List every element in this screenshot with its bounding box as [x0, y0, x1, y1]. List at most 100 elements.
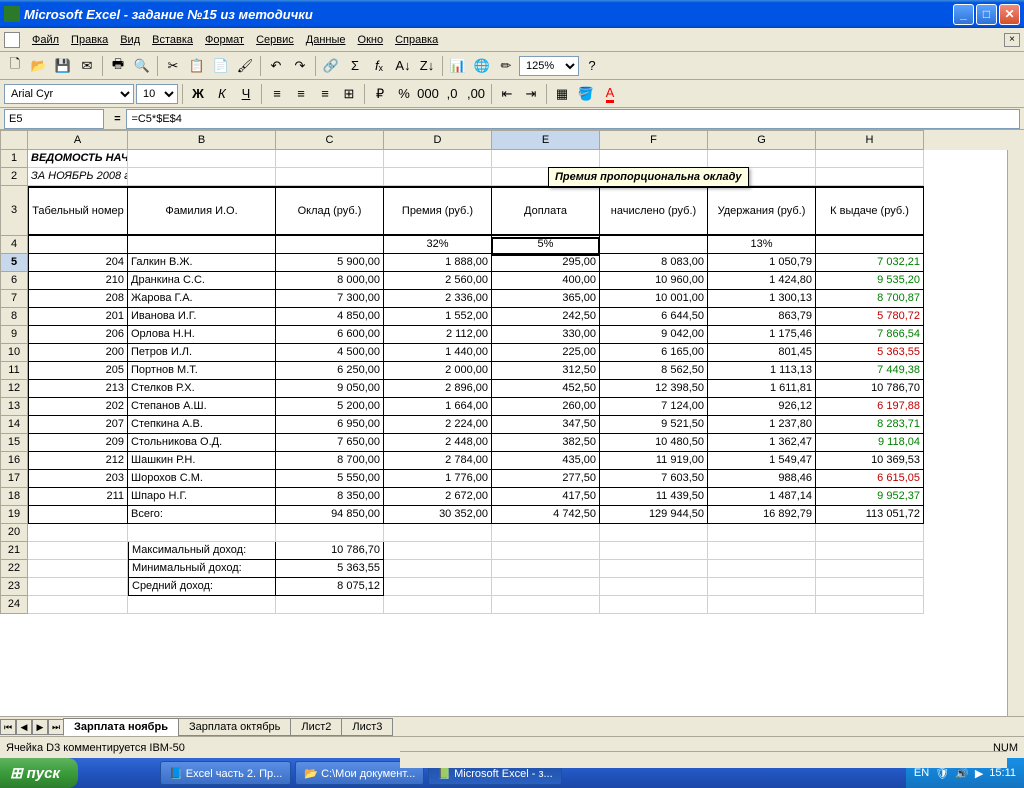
cell[interactable] — [28, 524, 128, 542]
cell[interactable] — [816, 596, 924, 614]
cell[interactable] — [384, 168, 492, 186]
cell[interactable]: 365,00 — [492, 290, 600, 308]
row-header-7[interactable]: 7 — [0, 290, 28, 308]
sum-icon[interactable]: Σ — [344, 55, 366, 77]
cell[interactable]: 203 — [28, 470, 128, 488]
header-cell[interactable]: Фамилия И.О. — [128, 186, 276, 236]
row-header-19[interactable]: 19 — [0, 506, 28, 524]
align-left-icon[interactable]: ≡ — [266, 83, 288, 105]
menu-Данные[interactable]: Данные — [300, 32, 352, 48]
cell[interactable] — [384, 578, 492, 596]
header-cell[interactable]: Премия (руб.) — [384, 186, 492, 236]
cell[interactable]: Жарова Г.А. — [128, 290, 276, 308]
cell[interactable]: 9 535,20 — [816, 272, 924, 290]
dec-indent-icon[interactable]: ⇤ — [496, 83, 518, 105]
cell[interactable]: 6 615,05 — [816, 470, 924, 488]
col-header-H[interactable]: H — [816, 130, 924, 150]
cell[interactable]: 6 644,50 — [600, 308, 708, 326]
cut-icon[interactable]: ✂ — [162, 55, 184, 77]
fx-icon[interactable]: fₓ — [368, 55, 390, 77]
cell[interactable]: 400,00 — [492, 272, 600, 290]
cell[interactable]: 10 480,50 — [600, 434, 708, 452]
cell[interactable] — [708, 542, 816, 560]
cell[interactable]: 1 300,13 — [708, 290, 816, 308]
cell[interactable]: 801,45 — [708, 344, 816, 362]
menu-Справка[interactable]: Справка — [389, 32, 444, 48]
cell[interactable]: 10 786,70 — [816, 380, 924, 398]
cell[interactable] — [276, 596, 384, 614]
comma-icon[interactable]: 000 — [417, 83, 439, 105]
font-combo[interactable]: Arial Cyr — [4, 84, 134, 104]
cell[interactable]: 863,79 — [708, 308, 816, 326]
cell[interactable] — [492, 560, 600, 578]
cell[interactable]: 1 237,80 — [708, 416, 816, 434]
cell[interactable]: 1 549,47 — [708, 452, 816, 470]
cell[interactable]: Всего: — [128, 506, 276, 524]
col-header-B[interactable]: B — [128, 130, 276, 150]
cell[interactable] — [816, 168, 924, 186]
row-header-22[interactable]: 22 — [0, 560, 28, 578]
cell[interactable]: 8 700,87 — [816, 290, 924, 308]
cell[interactable]: 209 — [28, 434, 128, 452]
underline-icon[interactable]: Ч — [235, 83, 257, 105]
cell[interactable] — [384, 542, 492, 560]
tray-icon[interactable]: 🔊 — [955, 767, 969, 780]
tab-next-button[interactable]: ▶ — [32, 719, 48, 735]
cell[interactable]: 8 350,00 — [276, 488, 384, 506]
cell[interactable] — [384, 150, 492, 168]
vertical-scrollbar[interactable] — [1007, 150, 1024, 716]
cell[interactable]: 7 124,00 — [600, 398, 708, 416]
cell[interactable]: 11 919,00 — [600, 452, 708, 470]
cell[interactable]: 5 900,00 — [276, 254, 384, 272]
menu-Окно[interactable]: Окно — [352, 32, 390, 48]
new-icon[interactable]: 🗋 — [4, 55, 26, 77]
cell[interactable]: 2 112,00 — [384, 326, 492, 344]
formula-input[interactable] — [126, 109, 1020, 129]
fill-color-icon[interactable]: 🪣 — [575, 83, 597, 105]
row-header-13[interactable]: 13 — [0, 398, 28, 416]
cell[interactable]: 10 001,00 — [600, 290, 708, 308]
row-header-17[interactable]: 17 — [0, 470, 28, 488]
cell[interactable]: 8 562,50 — [600, 362, 708, 380]
save-icon[interactable]: 💾 — [52, 55, 74, 77]
cell[interactable]: 7 866,54 — [816, 326, 924, 344]
cell[interactable]: 5 363,55 — [276, 560, 384, 578]
cell[interactable]: 295,00 — [492, 254, 600, 272]
cell[interactable] — [384, 560, 492, 578]
cell[interactable]: Средний доход: — [128, 578, 276, 596]
cell[interactable]: 207 — [28, 416, 128, 434]
inc-decimal-icon[interactable]: ,0 — [441, 83, 463, 105]
sheet-tab[interactable]: Зарплата октябрь — [178, 718, 291, 736]
grid-area[interactable]: ABCDEFGH 1234567891011121314151617181920… — [0, 130, 1024, 716]
cell[interactable] — [492, 524, 600, 542]
row-header-20[interactable]: 20 — [0, 524, 28, 542]
cell[interactable]: 8 000,00 — [276, 272, 384, 290]
menu-Файл[interactable]: Файл — [26, 32, 65, 48]
cell[interactable] — [816, 542, 924, 560]
cell[interactable]: 7 300,00 — [276, 290, 384, 308]
cell[interactable]: 113 051,72 — [816, 506, 924, 524]
cell[interactable]: Портнов М.Т. — [128, 362, 276, 380]
task-button[interactable]: 📘 Excel часть 2. Пр... — [160, 761, 291, 785]
cell[interactable]: 11 439,50 — [600, 488, 708, 506]
cell[interactable]: 277,50 — [492, 470, 600, 488]
cell[interactable]: 16 892,79 — [708, 506, 816, 524]
map-icon[interactable]: 🌐 — [471, 55, 493, 77]
cell[interactable]: 1 552,00 — [384, 308, 492, 326]
cell[interactable]: 213 — [28, 380, 128, 398]
cell[interactable] — [816, 236, 924, 254]
cell[interactable]: 8 700,00 — [276, 452, 384, 470]
cell[interactable]: 1 113,13 — [708, 362, 816, 380]
cell[interactable]: 6 197,88 — [816, 398, 924, 416]
cell[interactable]: 206 — [28, 326, 128, 344]
cell[interactable] — [816, 150, 924, 168]
open-icon[interactable]: 📂 — [28, 55, 50, 77]
link-icon[interactable]: 🔗 — [320, 55, 342, 77]
menu-Вставка[interactable]: Вставка — [146, 32, 199, 48]
currency-icon[interactable]: ₽ — [369, 83, 391, 105]
cell[interactable]: 1 424,80 — [708, 272, 816, 290]
cell[interactable] — [384, 524, 492, 542]
cell[interactable]: Шпаро Н.Г. — [128, 488, 276, 506]
row-header-3[interactable]: 3 — [0, 186, 28, 236]
cell[interactable]: 2 560,00 — [384, 272, 492, 290]
